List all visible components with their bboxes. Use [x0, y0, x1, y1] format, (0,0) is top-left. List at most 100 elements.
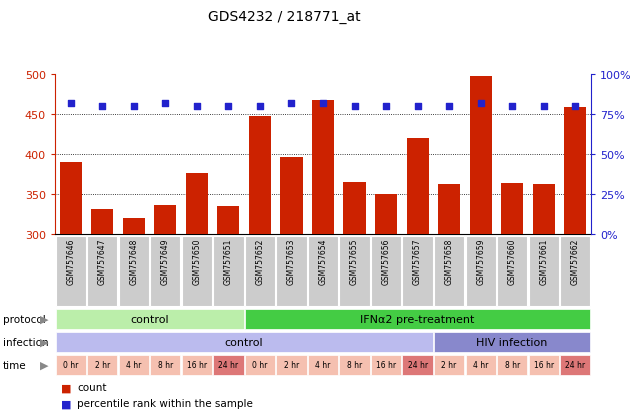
Text: GSM757662: GSM757662: [570, 238, 580, 285]
Bar: [343, 183, 365, 235]
Text: 16 hr: 16 hr: [376, 361, 396, 370]
Bar: [245, 309, 591, 329]
Point: [381, 103, 391, 110]
Bar: [276, 355, 307, 375]
Bar: [276, 237, 307, 306]
Text: 0 hr: 0 hr: [252, 361, 268, 370]
Bar: [308, 355, 338, 375]
Point: [539, 103, 549, 110]
Bar: [119, 237, 149, 306]
Bar: [371, 237, 401, 306]
Point: [255, 103, 265, 110]
Text: GSM757647: GSM757647: [98, 238, 107, 285]
Point: [286, 100, 297, 107]
Text: GSM757654: GSM757654: [319, 238, 327, 285]
Bar: [497, 355, 528, 375]
Text: GSM757649: GSM757649: [161, 238, 170, 285]
Bar: [564, 107, 586, 235]
Bar: [280, 158, 302, 235]
Text: 24 hr: 24 hr: [565, 361, 586, 370]
Bar: [560, 355, 591, 375]
Text: GSM757652: GSM757652: [256, 238, 264, 285]
Text: 24 hr: 24 hr: [218, 361, 239, 370]
Point: [129, 103, 139, 110]
Text: 8 hr: 8 hr: [158, 361, 173, 370]
Bar: [217, 206, 239, 235]
Bar: [497, 237, 528, 306]
Text: ▶: ▶: [40, 360, 49, 370]
Bar: [150, 237, 180, 306]
Text: 2 hr: 2 hr: [442, 361, 457, 370]
Bar: [60, 163, 82, 235]
Point: [444, 103, 454, 110]
Text: GDS4232 / 218771_at: GDS4232 / 218771_at: [208, 10, 360, 24]
Bar: [91, 210, 114, 235]
Bar: [182, 355, 212, 375]
Point: [318, 100, 328, 107]
Text: 8 hr: 8 hr: [347, 361, 362, 370]
Bar: [245, 355, 275, 375]
Bar: [529, 237, 559, 306]
Text: GSM757653: GSM757653: [287, 238, 296, 285]
Text: ▶: ▶: [40, 337, 49, 347]
Text: ▶: ▶: [40, 314, 49, 324]
Bar: [249, 117, 271, 235]
Bar: [339, 237, 370, 306]
Bar: [56, 309, 244, 329]
Text: 0 hr: 0 hr: [63, 361, 78, 370]
Point: [350, 103, 360, 110]
Bar: [56, 355, 86, 375]
Text: GSM757659: GSM757659: [476, 238, 485, 285]
Bar: [533, 185, 555, 235]
Bar: [245, 237, 275, 306]
Point: [66, 100, 76, 107]
Bar: [375, 195, 397, 235]
Bar: [308, 237, 338, 306]
Bar: [339, 355, 370, 375]
Text: GSM757650: GSM757650: [192, 238, 201, 285]
Bar: [466, 237, 496, 306]
Text: 2 hr: 2 hr: [284, 361, 299, 370]
Text: HIV infection: HIV infection: [476, 337, 548, 347]
Bar: [406, 139, 428, 235]
Text: ■: ■: [61, 382, 72, 392]
Text: GSM757646: GSM757646: [66, 238, 75, 285]
Text: infection: infection: [3, 337, 49, 347]
Bar: [434, 355, 464, 375]
Point: [223, 103, 233, 110]
Text: 16 hr: 16 hr: [534, 361, 554, 370]
Bar: [213, 355, 244, 375]
Bar: [312, 101, 334, 235]
Bar: [182, 237, 212, 306]
Bar: [560, 237, 591, 306]
Bar: [56, 237, 86, 306]
Bar: [434, 237, 464, 306]
Text: 4 hr: 4 hr: [473, 361, 488, 370]
Text: percentile rank within the sample: percentile rank within the sample: [77, 398, 253, 408]
Point: [507, 103, 517, 110]
Text: GSM757661: GSM757661: [540, 238, 548, 285]
Text: ■: ■: [61, 398, 72, 408]
Bar: [150, 355, 180, 375]
Bar: [371, 355, 401, 375]
Text: 16 hr: 16 hr: [187, 361, 207, 370]
Text: time: time: [3, 360, 27, 370]
Text: GSM757658: GSM757658: [445, 238, 454, 285]
Text: 24 hr: 24 hr: [408, 361, 428, 370]
Text: GSM757656: GSM757656: [382, 238, 391, 285]
Point: [160, 100, 170, 107]
Bar: [87, 237, 117, 306]
Text: GSM757657: GSM757657: [413, 238, 422, 285]
Bar: [119, 355, 149, 375]
Bar: [529, 355, 559, 375]
Bar: [56, 332, 433, 352]
Text: 4 hr: 4 hr: [126, 361, 141, 370]
Text: GSM757648: GSM757648: [129, 238, 138, 285]
Bar: [403, 237, 433, 306]
Bar: [186, 174, 208, 235]
Text: GSM757660: GSM757660: [508, 238, 517, 285]
Text: IFNα2 pre-treatment: IFNα2 pre-treatment: [360, 314, 475, 324]
Point: [413, 103, 423, 110]
Bar: [434, 332, 591, 352]
Text: count: count: [77, 382, 107, 392]
